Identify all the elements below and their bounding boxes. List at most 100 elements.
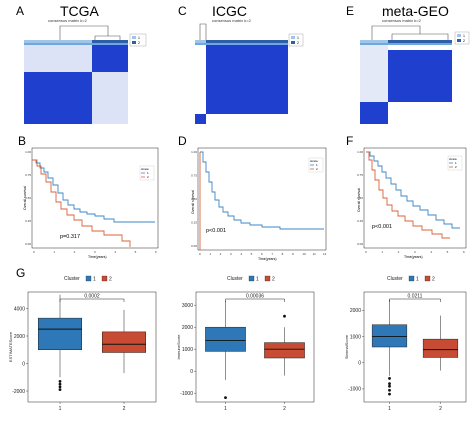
box-pvalue-g2: 0.00036	[246, 294, 264, 300]
box-legend-swatch-g3-1	[408, 275, 415, 282]
box-xtick-g1-2: 2	[123, 406, 126, 412]
box-ytick-g3-2: 1000	[350, 334, 361, 340]
dendrogram-tcga	[59, 25, 121, 40]
panel-label-g: G	[16, 266, 26, 280]
box-outlier-g1-1-0	[58, 379, 62, 383]
km-xtick-d-10: 10	[302, 252, 306, 256]
km-ytick-b-3: 0.75	[25, 173, 31, 177]
matrix-block-geo-2	[388, 50, 452, 102]
km-ytick-f-2: 0.50	[357, 196, 363, 200]
legend-swatch-tcga-2	[132, 41, 136, 44]
km-xtick-f-3: 3	[414, 250, 416, 254]
legend-swatch-geo-1	[457, 34, 461, 37]
box-body-g3-1	[371, 324, 408, 348]
box-ytick-g3-3: 2000	[350, 308, 361, 314]
km-pvalue-b: p=0.317	[60, 234, 80, 240]
km-xtick-f-1: 1	[381, 250, 383, 254]
heatmap-geo	[360, 25, 452, 124]
annotation-bar-icgc-2	[206, 40, 288, 43]
dataset-title-geo: meta-GEO	[382, 3, 449, 19]
km-curve-f-group1	[366, 151, 460, 229]
box-outlier-g1-1-2	[58, 385, 62, 389]
box-body-g1-2	[101, 331, 147, 353]
km-ytick-d-4: 1.00	[191, 150, 197, 154]
legend-label-geo-2: 2	[463, 39, 465, 43]
box-legend-swatch-g1-1	[85, 275, 92, 282]
km-ytick-f-3: 0.75	[357, 173, 363, 177]
km-ytick-f-4: 1.00	[357, 150, 363, 154]
legend-label-tcga-2: 2	[138, 41, 140, 45]
heatmap-icgc	[195, 23, 288, 124]
km-xtick-b-1: 1	[53, 250, 55, 254]
panel-label-a: A	[16, 4, 25, 18]
legend-box-geo	[454, 31, 470, 45]
km-curve-f-group2	[366, 151, 450, 239]
km-legend-label-b-2: 2	[147, 175, 149, 179]
box-body-g2-2	[264, 342, 305, 359]
km-legend-label-f-2: 2	[455, 165, 457, 169]
box-legend-swatch-g2-1	[248, 275, 255, 282]
km-curve-d-group1	[200, 151, 324, 230]
panel-label-b: B	[18, 134, 27, 148]
matrix-block-geo-1	[360, 102, 388, 124]
km-frame-f	[363, 147, 467, 249]
box-significance-bracket-g2	[225, 298, 285, 302]
annotation-bar-geo-1	[360, 40, 388, 43]
km-xtick-d-4: 4	[240, 252, 242, 256]
dendrogram-geo	[371, 25, 449, 40]
box-outlier-g1-1-3	[58, 388, 62, 392]
km-legend-title-d: strata	[310, 159, 318, 163]
km-curve-b-group1	[32, 159, 155, 223]
heatmap-tcga	[24, 25, 128, 124]
box-significance-bracket-g3	[389, 298, 441, 302]
km-pvalue-f: p<0.001	[372, 224, 392, 230]
box-legend-label-g2-1: 1	[256, 277, 259, 283]
km-xtick-f-6: 6	[463, 250, 465, 254]
dendrogram-icgc	[199, 23, 207, 40]
km-curve-b-group2	[32, 159, 131, 247]
km-ytick-d-2: 0.50	[191, 197, 197, 201]
km-xtick-b-2: 2	[74, 250, 76, 254]
km-ytick-b-0: 0.00	[25, 242, 31, 246]
legend-label-icgc-1: 1	[297, 36, 299, 40]
box-legend-title-g2: Cluster	[227, 276, 243, 282]
box-legend-label-g1-2: 2	[109, 277, 112, 283]
km-pvalue-d: p<0.001	[206, 228, 226, 234]
km-plot-f: p<0.001 Overall survival Time(years) str…	[357, 147, 467, 259]
box-outlier-g2-1-0	[224, 396, 227, 399]
box-outlier-g3-1-2	[388, 384, 391, 388]
km-xtick-d-6: 6	[261, 252, 263, 256]
box-body-g1-1	[37, 317, 83, 350]
box-legend-swatch-g2-2	[264, 275, 271, 282]
matrix-block-tcga-2	[92, 45, 128, 72]
km-xtick-b-0: 0	[33, 250, 35, 254]
box-ytick-g1-1: 0	[22, 361, 25, 367]
km-ytick-d-1: 0.25	[191, 221, 197, 225]
km-xtick-f-0: 0	[365, 250, 367, 254]
box-frame-g2	[195, 291, 315, 403]
km-legend-label-d-2: 2	[316, 167, 318, 171]
legend-swatch-geo-2	[457, 39, 461, 42]
panel-label-f: F	[346, 134, 354, 148]
km-xtick-b-5: 5	[135, 250, 137, 254]
box-legend-label-g1-1: 1	[93, 277, 96, 283]
box-ytick-g2-3: 2000	[182, 325, 193, 331]
box-ylabel-g1: ESTIMATEScore	[8, 331, 13, 362]
km-ylabel-f: Overall survival	[357, 188, 361, 212]
box-ytick-g1-0: -2000	[12, 389, 25, 395]
km-xtick-f-4: 4	[430, 250, 432, 254]
box-xtick-g3-1: 1	[388, 406, 391, 412]
box-xtick-g1-1: 1	[59, 406, 62, 412]
annotation-bar-geo-2	[388, 40, 452, 43]
box-ytick-g2-0: -1000	[180, 391, 193, 397]
km-xtick-d-7: 7	[271, 252, 273, 256]
panel-label-d: D	[178, 134, 187, 148]
box-body-g3-2	[422, 338, 459, 358]
box-ylabel-g3: StromalScore	[344, 334, 349, 359]
box-pvalue-g1: 0.0002	[84, 294, 100, 300]
km-frame-d	[197, 147, 327, 251]
box-pvalue-g3: 0.0211	[408, 294, 423, 300]
km-frame-b	[31, 147, 159, 249]
box-outlier-g3-1-3	[388, 388, 391, 392]
km-ytick-b-2: 0.50	[25, 196, 31, 200]
